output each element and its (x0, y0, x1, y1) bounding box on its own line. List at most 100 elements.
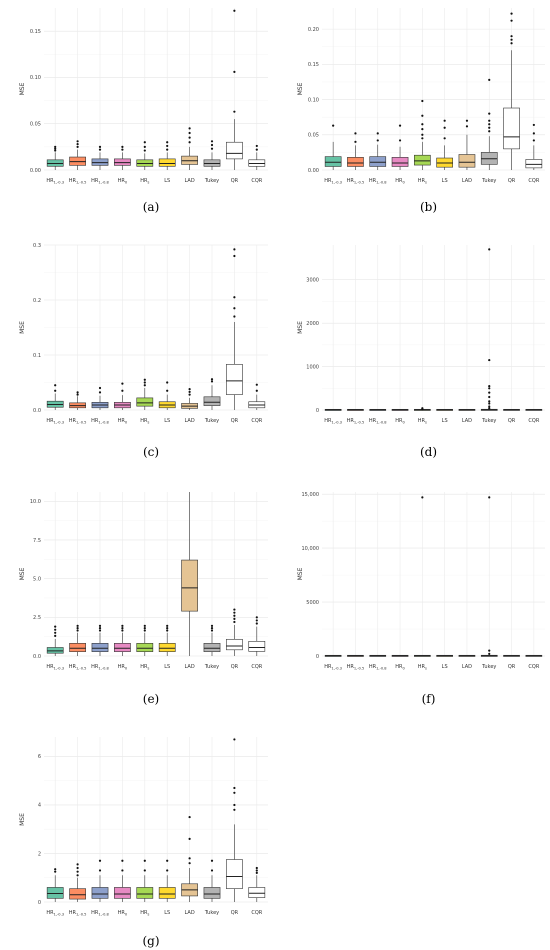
y-tick-label: 0.0 (33, 408, 41, 414)
x-tick-label: LAD (462, 664, 472, 670)
outlier-point (233, 9, 236, 12)
outlier-point (421, 407, 424, 410)
x-tick-label: HR0 (118, 178, 128, 185)
outlier-point (510, 42, 513, 45)
outlier-point (255, 144, 258, 148)
box (248, 887, 266, 898)
outlier-point (188, 388, 191, 391)
outlier-point (121, 148, 124, 151)
x-tick-label: QR (508, 418, 516, 424)
outlier-point (443, 119, 446, 122)
y-tick-label: 5.0 (33, 576, 41, 582)
outlier-point (255, 866, 258, 870)
chart-panel: 0.0 0.1 0.2 0.3 MSE HR1,-0.3 HR1,-0.5 HR1,-0.8 H… (19, 243, 268, 459)
y-axis-label: MSE (297, 82, 304, 95)
outlier-point (166, 389, 169, 392)
box (226, 141, 243, 160)
box (46, 887, 64, 899)
box (114, 887, 131, 899)
outlier-point (210, 380, 214, 383)
chart-panel: 0 2 4 6 MSE HR1,-0.3 HR1,-0.5 HR1,-0.8 HR0 HRs LS L… (19, 737, 268, 948)
x-tick-label: LAD (462, 178, 472, 184)
x-tick-label: HR1,-0.3 (46, 418, 64, 425)
outlier-point (188, 837, 191, 841)
outlier-point (488, 391, 491, 394)
x-tick-label: HR1,-0.5 (69, 910, 87, 917)
outlier-point (233, 738, 236, 741)
panel-label: (e) (143, 692, 159, 706)
outlier-point (255, 869, 258, 872)
y-tick-label: 0.00 (30, 168, 41, 174)
outlier-point (233, 611, 236, 614)
outlier-point (166, 869, 169, 872)
x-tick-label: LAD (185, 664, 195, 670)
outlier-point (143, 141, 146, 144)
outlier-point (76, 866, 79, 870)
outlier-point (255, 389, 258, 392)
outlier-point (443, 137, 446, 140)
outlier-point (488, 358, 491, 362)
outlier-point (188, 131, 191, 135)
outlier-point (233, 614, 236, 617)
x-tick-label: QR (508, 178, 516, 184)
outlier-point (166, 144, 169, 148)
panel-label: (g) (142, 934, 159, 948)
outlier-point (421, 99, 424, 103)
chart-panel: 0.00 0.05 0.10 0.15 MSE HR1,-0.3 HR1,-0.5 HR1,-… (19, 8, 268, 214)
box (324, 156, 342, 167)
box (226, 859, 243, 889)
outlier-point (76, 393, 79, 396)
outlier-point (421, 128, 424, 131)
x-tick-label: CQR (528, 418, 539, 424)
box (158, 158, 176, 167)
x-tick-label: HR1,-0.8 (91, 178, 109, 185)
outlier-point (188, 815, 191, 819)
y-tick-label: 7.5 (33, 538, 41, 544)
outlier-point (121, 859, 124, 862)
outlier-point (210, 624, 214, 627)
box (391, 157, 409, 167)
outlier-point (488, 652, 491, 655)
x-tick-label: Tukey (204, 910, 219, 916)
box (369, 156, 387, 167)
outlier-point (233, 608, 236, 611)
x-tick-label: HR1,-0.3 (324, 178, 342, 185)
box (347, 157, 364, 167)
outlier-point (233, 791, 236, 794)
box (181, 559, 198, 612)
outlier-point (121, 624, 124, 627)
box (114, 643, 131, 652)
outlier-point (121, 869, 124, 872)
box (414, 154, 431, 166)
x-tick-label: HR1,-0.5 (347, 178, 365, 185)
x-tick-label: Tukey (481, 664, 496, 670)
outlier-point (143, 629, 146, 632)
outlier-point (76, 624, 79, 627)
outlier-point (255, 616, 258, 619)
x-tick-label: CQR (528, 178, 539, 184)
outlier-point (233, 254, 236, 258)
outlier-point (121, 389, 124, 392)
y-axis-label: MSE (19, 82, 26, 95)
x-tick-label: HR0 (395, 418, 405, 425)
x-tick-label: LAD (185, 178, 195, 184)
outlier-point (488, 112, 491, 115)
outlier-point (255, 148, 258, 151)
x-tick-label: HRs (418, 664, 427, 671)
x-tick-label: HR1,-0.3 (324, 664, 342, 671)
box (69, 888, 86, 900)
outlier-point (488, 78, 491, 81)
x-tick-label: HRs (140, 418, 149, 425)
outlier-point (76, 142, 79, 146)
x-tick-label: HR1,-0.8 (369, 418, 387, 425)
x-tick-label: LS (164, 664, 170, 670)
outlier-point (76, 874, 79, 877)
outlier-point (210, 143, 214, 147)
outlier-point (166, 148, 169, 151)
outlier-point (488, 248, 491, 251)
x-tick-label: HR1,-0.5 (347, 664, 365, 671)
y-axis-label: MSE (19, 813, 26, 826)
chart-panel: 0.0 2.5 5.0 7.5 10.0 MSE HR1,-0.3 HR1,-0.5 HR1,-… (19, 492, 268, 706)
y-tick-label: 6 (38, 754, 41, 760)
outlier-point (98, 629, 102, 632)
